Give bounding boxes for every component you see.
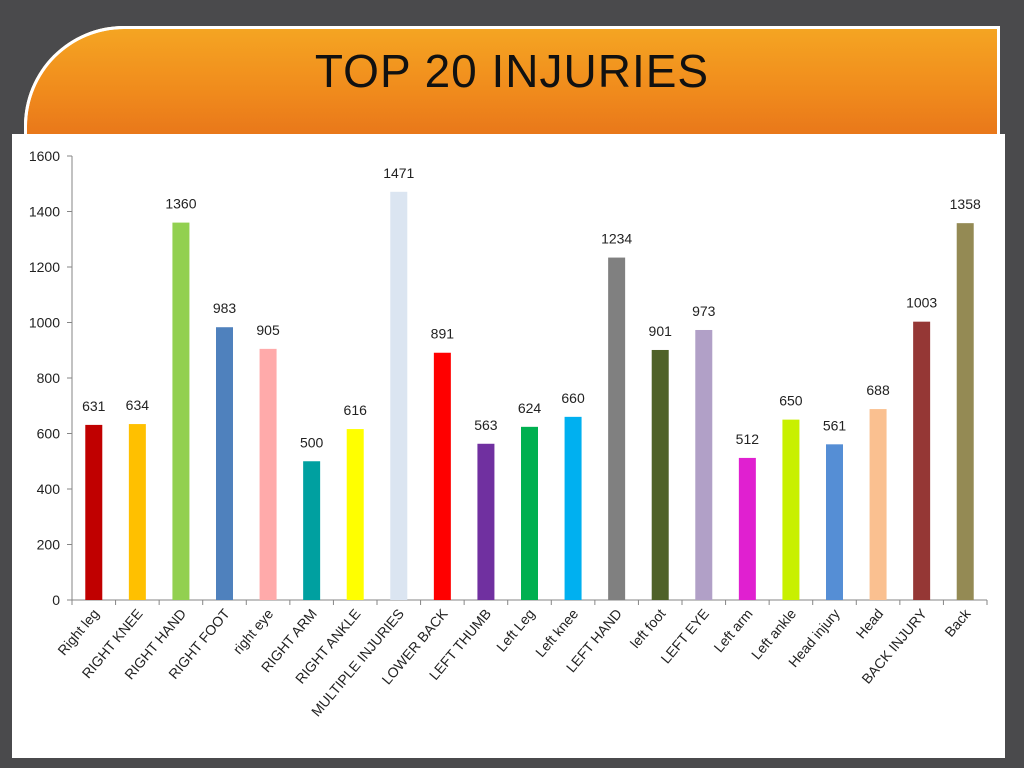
data-label: 1234 [601, 231, 632, 247]
data-label: 563 [474, 417, 498, 433]
data-label: 983 [213, 300, 237, 316]
bar [956, 223, 974, 600]
data-label: 891 [431, 326, 455, 342]
y-tick-label: 1600 [29, 148, 60, 164]
data-label: 631 [82, 398, 106, 414]
category-label: Left Leg [493, 606, 538, 655]
category-label: Head [853, 606, 887, 642]
title-banner [24, 26, 1000, 138]
chart-panel: 0 200 400 600 800 1000 1200 1400 1600 631 Right le… [12, 134, 1005, 758]
bar [738, 457, 756, 600]
data-label: 624 [518, 400, 542, 416]
data-label: 973 [692, 303, 716, 319]
data-label: 512 [736, 431, 760, 447]
data-label: 1003 [906, 295, 937, 311]
y-tick-label: 0 [52, 592, 60, 608]
y-tick-label: 800 [37, 370, 61, 386]
bar [303, 461, 321, 600]
data-label: 660 [561, 390, 585, 406]
bar [259, 348, 277, 600]
bar [216, 327, 233, 600]
y-tick-label: 1200 [29, 259, 60, 275]
bar [564, 416, 582, 600]
y-tick-label: 400 [37, 481, 61, 497]
bar [608, 257, 626, 600]
y-tick-label: 1000 [29, 315, 60, 331]
bar [390, 191, 408, 601]
data-label: 905 [256, 322, 280, 338]
bar [172, 222, 190, 600]
data-label: 1358 [950, 196, 981, 212]
data-label: 616 [344, 402, 368, 418]
slide-title: TOP 20 INJURIES [314, 45, 710, 97]
bar [651, 349, 669, 600]
data-label: 1471 [383, 165, 414, 181]
data-label: 1360 [165, 196, 196, 212]
category-label: Left arm [710, 606, 755, 656]
bar [869, 409, 887, 600]
y-tick-label: 200 [37, 537, 61, 553]
bar [782, 419, 800, 600]
data-label: 500 [300, 434, 324, 450]
bar [346, 429, 364, 600]
bar [477, 443, 495, 600]
data-label: 688 [866, 382, 890, 398]
bar [913, 321, 931, 600]
category-label: left foot [627, 606, 669, 652]
data-label: 634 [126, 397, 150, 413]
bar [128, 424, 146, 600]
bar [433, 352, 451, 600]
category-label: Back [941, 605, 974, 640]
y-tick-label: 600 [37, 426, 61, 442]
bar [826, 444, 843, 600]
data-label: 901 [649, 323, 673, 339]
data-label: 650 [779, 393, 803, 409]
category-label: right eye [230, 605, 277, 657]
y-tick-label: 1400 [29, 204, 60, 220]
data-label: 561 [823, 417, 847, 433]
bar [521, 426, 538, 600]
bar [695, 329, 713, 600]
bar [85, 424, 103, 600]
